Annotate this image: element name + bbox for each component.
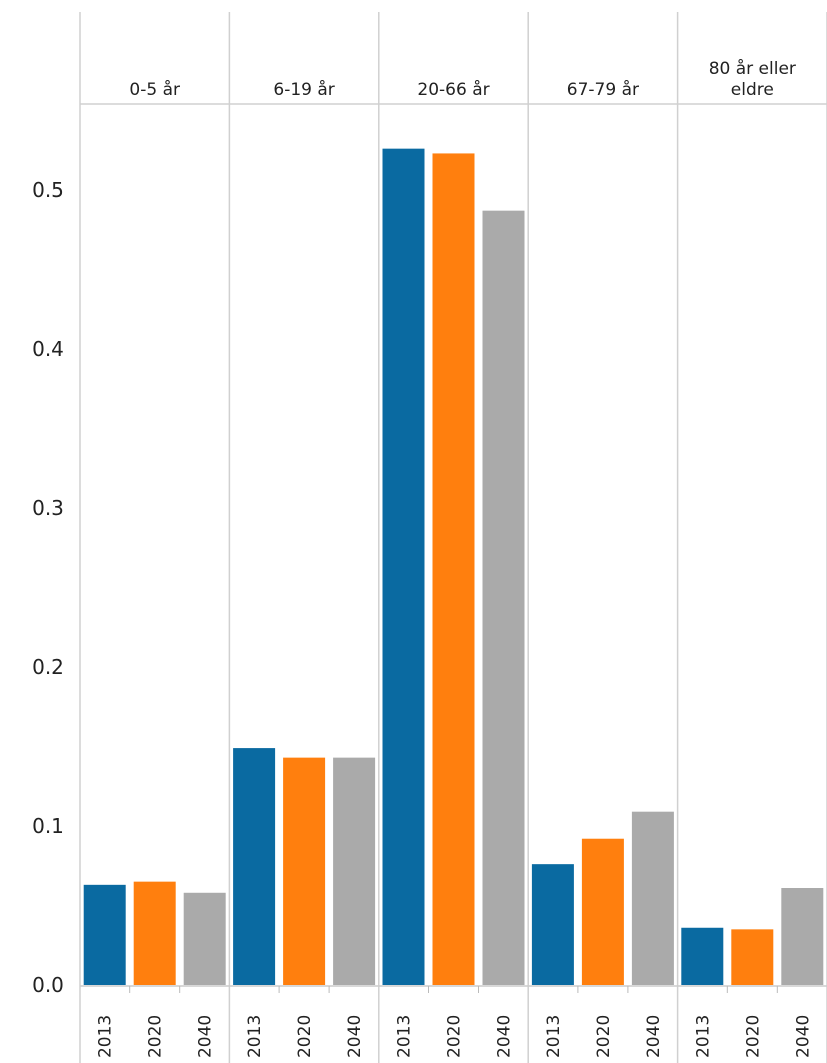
x-tick-label: 2020 [445,1015,465,1058]
bar-2040 [631,811,674,985]
x-tick-label: 2020 [295,1015,315,1058]
bar-2020 [731,929,774,985]
facet-header-label: 67-79 år [567,79,639,100]
bar-2020 [133,881,176,985]
x-tick-label: 2020 [743,1015,763,1058]
x-tick-label: 2020 [146,1015,166,1058]
y-tick-label: 0.1 [32,814,64,838]
x-tick-label: 2013 [693,1015,713,1058]
x-tick-label: 2040 [793,1015,813,1058]
bar-2040 [333,757,376,985]
y-tick-label: 0.3 [32,496,64,520]
bar-2020 [283,757,326,985]
x-tick-label: 2013 [395,1015,415,1058]
bar-2040 [781,888,824,985]
x-tick-label: 2013 [96,1015,116,1058]
bar-2013 [382,148,425,985]
bar-2013 [681,927,724,985]
bar-2013 [233,748,276,985]
facet-header-label: 20-66 år [417,79,489,100]
x-tick-label: 2040 [345,1015,365,1058]
facet-panels: 0-5 år 6-19 år 20-66 år 67-79 år 80 år eller… [79,12,827,1063]
x-tick-label: 2040 [644,1015,664,1058]
x-tick-label: 2020 [594,1015,614,1058]
facet-header-label: 80 år eller eldre [709,58,796,100]
y-tick-label: 0.4 [32,337,64,361]
y-tick-label: 0.5 [32,178,64,202]
bars [83,148,824,986]
bar-2013 [83,884,126,985]
y-tick-label: 0.0 [32,973,64,997]
bar-2040 [482,210,525,986]
x-tick-label: 2013 [544,1015,564,1058]
facet-header-label: 0-5 år [129,79,180,100]
bar-2020 [581,838,624,985]
x-axis-labels: 2013 2020 2040 2013 2020 2040 2013 2020 2040 2013… [96,986,813,1058]
bar-2013 [531,864,574,985]
x-tick-label: 2040 [196,1015,216,1058]
bar-2020 [432,153,475,985]
y-axis-ticks: 0.0 0.1 0.2 0.3 0.5 0.4 [32,178,64,997]
x-tick-label: 2040 [495,1015,515,1058]
y-tick-label: 0.2 [32,655,64,679]
x-tick-label: 2013 [245,1015,265,1058]
facet-header-label: 6-19 år [273,79,334,100]
bar-2040 [183,892,226,985]
